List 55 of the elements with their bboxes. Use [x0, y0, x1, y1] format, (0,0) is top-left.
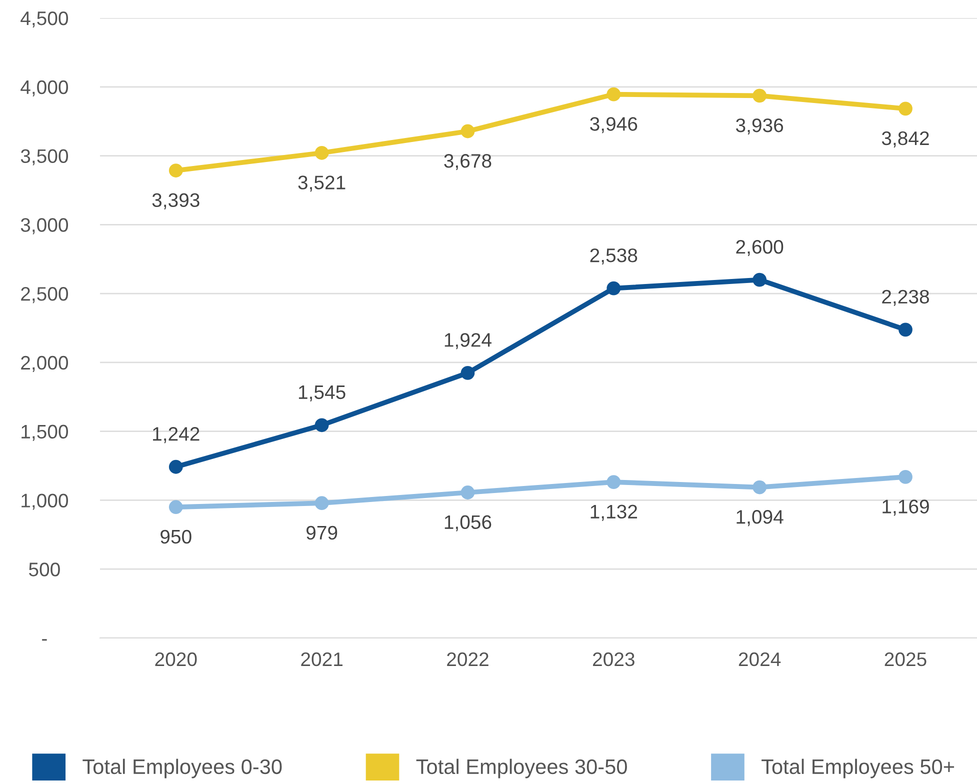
y-tick-label: 2,500 — [21, 287, 68, 304]
data-label: 2,538 — [590, 248, 638, 265]
x-tick-label: 2021 — [301, 652, 342, 666]
data-label: 2,238 — [882, 290, 929, 306]
data-label: 3,678 — [444, 154, 492, 170]
x-tick-label: 2020 — [155, 652, 197, 666]
point — [606, 475, 621, 489]
x-tick-label: 2022 — [447, 652, 488, 666]
point — [606, 281, 621, 296]
data-label: 1,545 — [298, 386, 346, 402]
y-tick-label: 2,000 — [21, 356, 68, 372]
point — [752, 480, 767, 494]
data-label: 3,393 — [152, 193, 200, 210]
point — [314, 418, 329, 432]
point — [314, 146, 329, 160]
data-label: 1,924 — [444, 333, 492, 350]
y-tick-label: 1,500 — [22, 424, 68, 441]
data-label: 3,842 — [882, 131, 929, 148]
point — [460, 366, 475, 380]
data-label: 979 — [306, 526, 338, 540]
data-label: 3,521 — [298, 176, 346, 192]
data-label: 1,132 — [590, 504, 638, 521]
point — [898, 470, 912, 484]
data-label: 2,600 — [736, 240, 784, 256]
y-tick-label: 3,500 — [20, 149, 68, 166]
point — [168, 500, 183, 514]
y-tick-label: 4,000 — [20, 80, 68, 96]
x-tick-label: 2025 — [884, 652, 926, 666]
data-label: 950 — [160, 530, 192, 544]
point — [606, 87, 621, 102]
point — [898, 102, 912, 116]
data-label: 3,936 — [736, 118, 784, 135]
legend-label: Total Employees 50+ — [762, 758, 954, 778]
y-tick-label: 3,000 — [20, 218, 68, 234]
point — [314, 496, 329, 510]
point — [168, 164, 183, 178]
y-tick-label: 4,500 — [20, 11, 68, 28]
point — [460, 486, 475, 500]
x-tick-label: 2023 — [593, 652, 634, 666]
point — [752, 88, 767, 103]
y-tick-label: 500 — [29, 562, 60, 576]
data-label: 1,094 — [736, 510, 784, 526]
data-label: 1,056 — [444, 515, 492, 532]
data-label: 1,169 — [882, 500, 929, 516]
point — [898, 322, 912, 337]
point — [460, 124, 475, 138]
legend-label: Total Employees 0-30 — [82, 758, 282, 778]
point — [752, 272, 767, 287]
y-tick-label: - — [42, 639, 47, 641]
data-label: 1,242 — [153, 427, 200, 444]
data-label: 3,946 — [590, 117, 638, 134]
point — [168, 460, 183, 474]
legend-label: Total Employees 30-50 — [416, 758, 627, 778]
y-tick-label: 1,000 — [22, 494, 68, 510]
x-tick-label: 2024 — [738, 652, 781, 666]
